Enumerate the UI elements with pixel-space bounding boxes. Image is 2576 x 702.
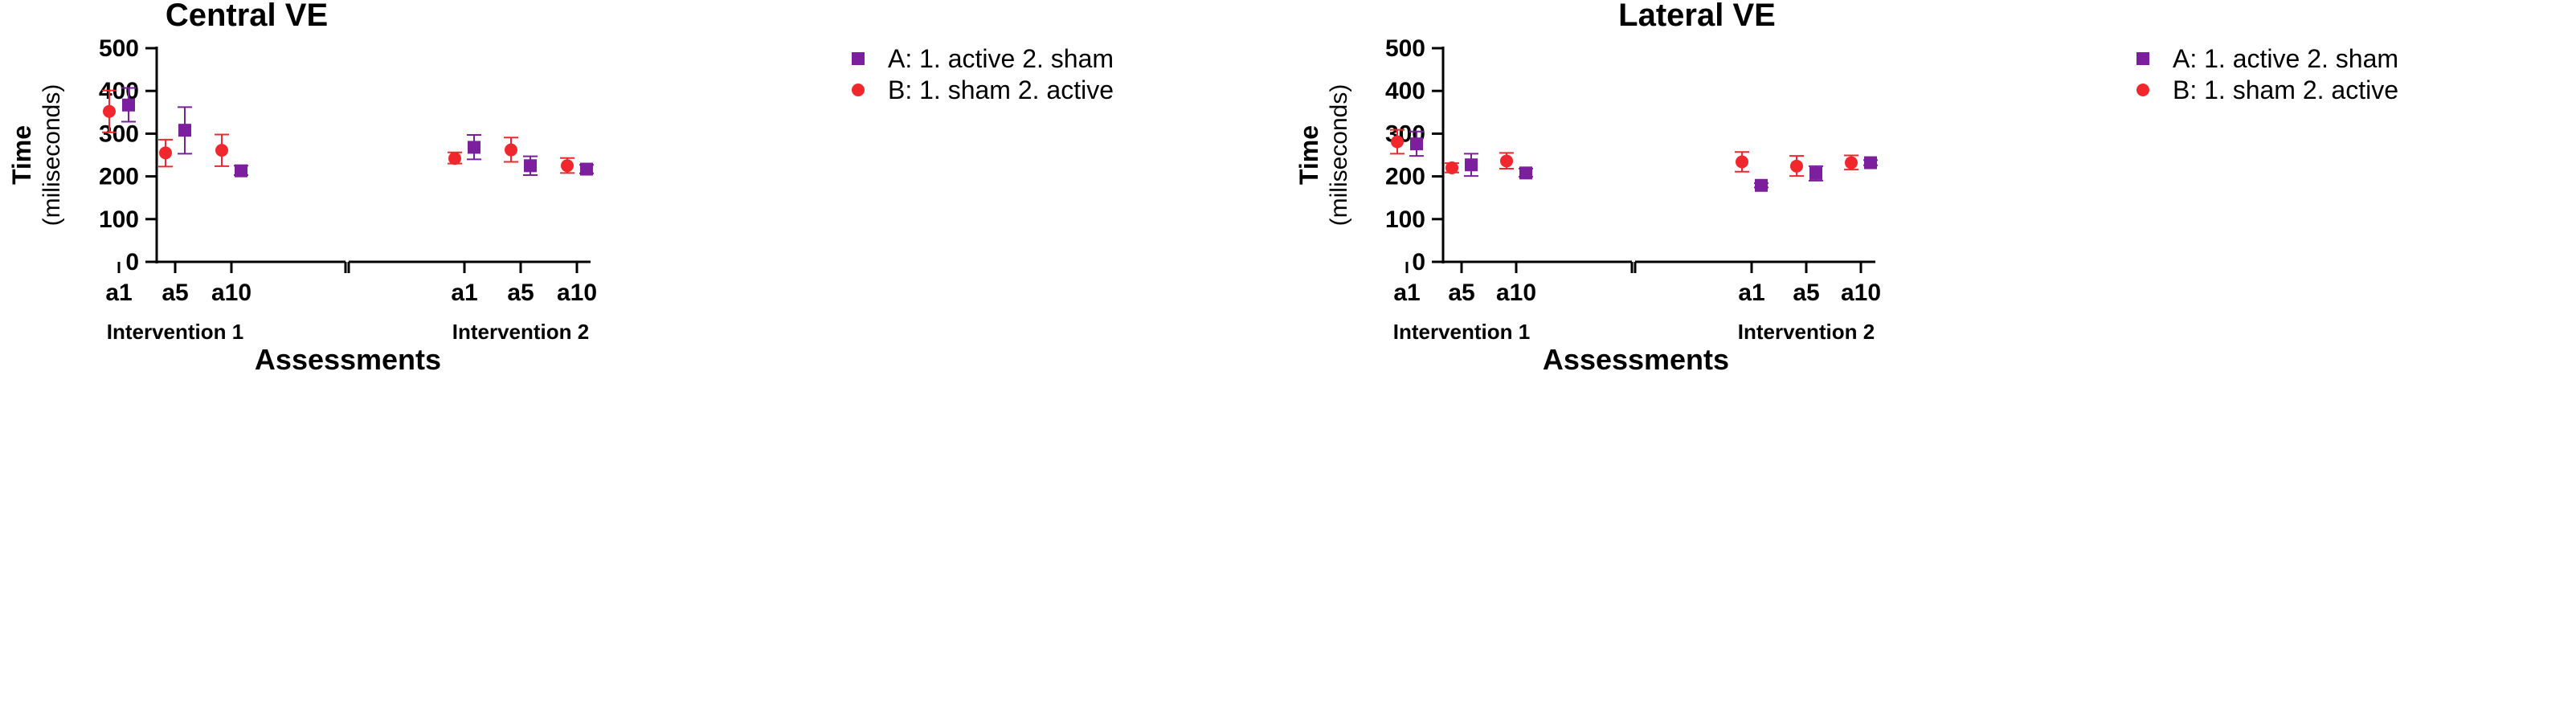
legend-label: B: 1. sham 2. active: [2173, 76, 2398, 104]
y-tick-label: 300: [99, 120, 139, 147]
series-b-point: [1845, 156, 1858, 169]
series-a-point: [178, 124, 191, 137]
x-tick-label: a10: [557, 280, 597, 306]
x-group-label: Intervention 2: [452, 320, 589, 344]
y-tick-label: 200: [99, 164, 139, 190]
series-a-point: [468, 141, 480, 154]
series-b-point: [1790, 159, 1803, 173]
series-a-point: [524, 159, 537, 173]
x-axis-label: Assessments: [1543, 343, 1729, 376]
series-a-point: [1465, 158, 1478, 172]
series-b-point: [505, 143, 517, 157]
series-b-point: [1445, 161, 1458, 174]
series-a-point: [1809, 166, 1822, 180]
y-tick-label: 200: [1385, 164, 1425, 190]
series-a-point: [122, 98, 135, 112]
y-tick-label: 100: [1385, 206, 1425, 233]
series-a-point: [1410, 137, 1423, 151]
series-a-point: [235, 164, 247, 178]
series-a-point: [1864, 156, 1877, 169]
x-tick-label: a1: [451, 280, 477, 306]
x-tick-label: a10: [1841, 280, 1881, 306]
y-axis-label: Time: [1294, 125, 1323, 185]
x-tick-label: a1: [1393, 280, 1420, 306]
x-tick-label: a5: [1448, 280, 1474, 306]
x-tick-label: a1: [105, 280, 132, 306]
legend-label: A: 1. active 2. sham: [888, 44, 1114, 73]
chart-title: Central VE: [166, 0, 328, 33]
x-group-label: Intervention 1: [107, 320, 243, 344]
y-tick-label: 400: [1385, 78, 1425, 104]
x-tick-label: a5: [1793, 280, 1819, 306]
legend-marker-series-a: [2136, 52, 2149, 65]
y-axis-unit: (miliseconds): [1326, 84, 1352, 227]
y-tick-label: 0: [125, 249, 139, 275]
y-tick-label: 0: [1412, 249, 1425, 275]
series-b-point: [103, 104, 116, 118]
x-group-label: Intervention 1: [1393, 320, 1530, 344]
x-axis-label: Assessments: [255, 343, 441, 376]
series-b-point: [1391, 135, 1404, 149]
x-tick-label: a5: [507, 280, 534, 306]
series-b-point: [1500, 154, 1513, 168]
x-tick-label: a5: [162, 280, 188, 306]
x-tick-label: a10: [1496, 280, 1536, 306]
series-b-point: [1736, 155, 1748, 169]
series-a-point: [580, 162, 593, 176]
series-b-point: [215, 144, 228, 157]
chart-title: Lateral VE: [1618, 0, 1776, 33]
y-axis-unit: (miliseconds): [39, 84, 65, 227]
legend-label: A: 1. active 2. sham: [2173, 44, 2398, 73]
legend-marker-series-b: [852, 84, 865, 96]
x-group-label: Intervention 2: [1738, 320, 1875, 344]
y-axis-label: Time: [7, 125, 36, 185]
series-a-point: [1519, 166, 1532, 180]
legend-marker-series-b: [2136, 84, 2149, 96]
series-b-point: [159, 146, 172, 160]
y-tick-label: 500: [1385, 35, 1425, 62]
series-b-point: [561, 159, 574, 173]
y-tick-label: 100: [99, 206, 139, 233]
series-a-point: [1755, 178, 1768, 192]
legend-label: B: 1. sham 2. active: [888, 76, 1114, 104]
y-tick-label: 500: [99, 35, 139, 62]
legend-marker-series-a: [852, 52, 865, 65]
x-tick-label: a10: [211, 280, 251, 306]
x-tick-label: a1: [1738, 280, 1764, 306]
series-b-point: [448, 152, 461, 165]
